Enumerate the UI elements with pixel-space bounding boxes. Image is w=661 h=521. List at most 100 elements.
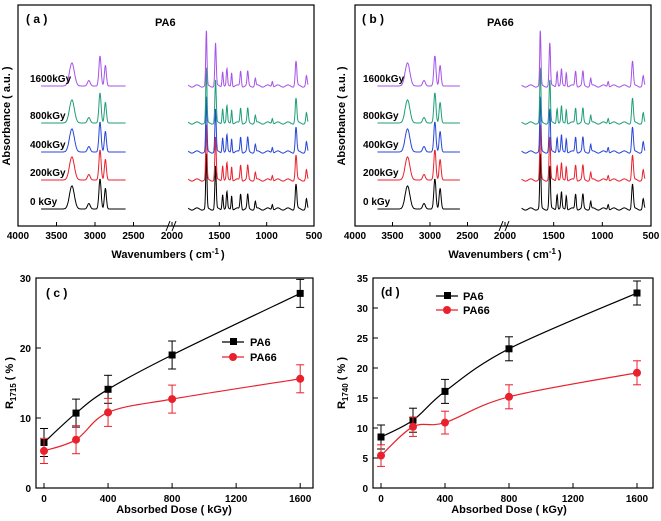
spectrum-200kgy-low: [521, 124, 646, 182]
legend-label-pa66: PA66: [250, 352, 277, 364]
x-tick-label: 2500: [456, 231, 479, 242]
series-label-800kgy: 800kGy: [363, 111, 399, 122]
y-tick-label: 5: [362, 454, 368, 465]
panel-a-title: PA6: [155, 17, 176, 29]
panel-d-ratio-chart: 0 400 800 1200 1600 0 5 10 15 20 25 30 35 (d ) Absor…: [336, 274, 654, 516]
x-tick-label: 800: [164, 494, 181, 505]
panel-d-plot: [377, 280, 641, 467]
x-tick-label: 1500: [208, 231, 231, 242]
legend-label-pa6: PA6: [250, 337, 271, 349]
axis-break-mark: [498, 220, 504, 232]
data-point-pa6: [377, 433, 385, 441]
spectrum-200kgy-low: [187, 124, 309, 182]
panel-c-label: ( c ): [46, 286, 67, 300]
panel-d-ylabel: R1740 ( % ): [336, 357, 350, 409]
x-tick-label: 1000: [591, 231, 614, 242]
data-point-pa6: [104, 385, 112, 393]
series-label-800kgy: 800kGy: [30, 111, 66, 122]
spectrum-1600kgy-low: [521, 30, 646, 88]
x-tick-label: 3500: [45, 231, 68, 242]
panel-a-axis-break: [165, 220, 177, 232]
x-tick-label: 2000: [161, 231, 184, 242]
data-point-pa66: [296, 374, 305, 383]
spectrum-1600kgy-low: [187, 30, 309, 88]
y-tick-label: 30: [357, 304, 369, 315]
data-point-pa6: [168, 351, 176, 359]
panel-c-plot: [40, 278, 305, 464]
spectrum-200kgy-high: [377, 149, 460, 181]
axis-break-mark: [171, 220, 177, 232]
panel-d-label: (d ): [381, 285, 400, 299]
spectrum-400kgy-low: [521, 96, 646, 154]
x-tick-label: 3500: [381, 231, 404, 242]
panel-b-title: PA66: [487, 17, 514, 29]
data-point-pa6: [505, 345, 513, 353]
panel-c-ratio-chart: 0 400 800 1200 1600 0 10 20 30 ( c ) Absorbed Do…: [4, 274, 314, 516]
panel-d-axes: 0 400 800 1200 1600 0 5 10 15 20 25 30 35: [357, 274, 649, 505]
spectrum-400kgy-high: [377, 121, 460, 153]
data-point-pa66: [505, 392, 513, 401]
panel-d-legend: PA6 PA66: [436, 291, 490, 317]
y-tick-label: 0: [25, 484, 31, 495]
x-tick-label: 0: [41, 494, 47, 505]
panel-d-frame: [372, 277, 654, 489]
legend-label-pa66: PA66: [463, 305, 490, 317]
y-tick-label: 0: [362, 484, 368, 495]
x-tick-label: 4000: [7, 231, 30, 242]
panel-c-frame: [35, 277, 314, 489]
panel-b-ylabel: Absorbance ( a.u. ): [336, 66, 348, 165]
x-tick-label: 500: [643, 231, 660, 242]
x-tick-label: 1200: [225, 494, 248, 505]
spectrum-200kgy-high: [41, 149, 126, 181]
spectrum-0-kgy-high: [377, 178, 460, 210]
y-tick-label: 25: [357, 334, 369, 345]
spectrum-800kgy-high: [377, 92, 460, 124]
data-point-pa6: [296, 289, 304, 297]
panel-c-axes: 0 400 800 1200 1600 0 10 20 30: [20, 274, 312, 505]
legend-marker-pa6: [444, 292, 451, 299]
x-tick-label: 1000: [256, 231, 279, 242]
data-point-pa66: [72, 435, 81, 444]
y-tick-label: 20: [357, 364, 369, 375]
x-tick-label: 2000: [494, 231, 517, 242]
panel-a-x-ticks: 4000 3500 3000 2500 2000 1500 1000 500: [7, 222, 323, 242]
legend-marker-pa66: [443, 306, 451, 314]
data-point-pa66: [168, 395, 177, 404]
y-tick-label: 15: [357, 394, 369, 405]
data-point-pa66: [441, 418, 449, 427]
series-label-200kgy: 200kGy: [30, 168, 66, 179]
panel-a-label: ( a ): [26, 12, 47, 26]
panel-a-ylabel: Absorbance ( a.u. ): [1, 66, 13, 165]
panel-c-xlabel: Absorbed Dose ( kGy): [116, 504, 232, 516]
spectrum-400kgy-low: [187, 96, 309, 154]
panel-b-x-ticks: 4000 3500 3000 2500 2000 1500 1000 500: [344, 222, 660, 242]
spectrum-400kgy-high: [41, 121, 126, 153]
panel-a-spectra: 4000 3500 3000 2500 2000 1500 1000 500 0 kGy 200…: [1, 4, 323, 261]
x-tick-label: 3000: [84, 231, 107, 242]
panel-b-spectra: 4000 3500 3000 2500 2000 1500 1000 500 0 kGy 200…: [336, 4, 660, 261]
data-point-pa66: [633, 368, 641, 377]
spectrum-0-kgy-low: [187, 153, 309, 211]
legend-label-pa6: PA6: [463, 291, 484, 303]
series-label-0-kgy: 0 kGy: [363, 197, 391, 208]
panel-b-series-labels: 0 kGy 200kGy 400kGy 800kGy 1600kGy: [363, 74, 405, 208]
x-tick-label: 1600: [626, 494, 649, 505]
x-tick-label: 4000: [344, 231, 367, 242]
panel-c-legend: PA6 PA66: [222, 337, 277, 364]
spectrum-800kgy-low: [187, 67, 309, 125]
legend-marker-pa6: [230, 338, 237, 345]
axis-break-mark: [504, 220, 510, 232]
data-point-pa6: [441, 387, 449, 395]
spectrum-1600kgy-high: [41, 55, 126, 87]
panel-a-series-labels: 0 kGy 200kGy 400kGy 800kGy 1600kGy: [30, 74, 72, 208]
data-point-pa66: [104, 408, 113, 417]
series-label-0-kgy: 0 kGy: [30, 197, 58, 208]
fit-curve-pa6: [43, 292, 301, 443]
legend-marker-pa66: [229, 353, 237, 361]
panel-a-curves: [41, 30, 309, 211]
data-point-pa6: [72, 409, 80, 417]
panel-c-ylabel: R1715 ( % ): [4, 357, 18, 409]
y-tick-label: 30: [20, 274, 32, 285]
series-label-400kgy: 400kGy: [363, 140, 399, 151]
